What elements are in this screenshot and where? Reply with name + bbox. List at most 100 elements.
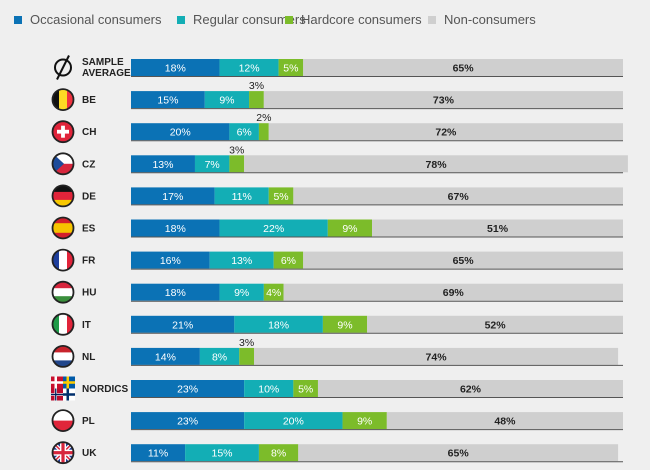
- category-label: NORDICS: [82, 384, 128, 395]
- bar-segment: [254, 347, 619, 365]
- category-label: FR: [82, 256, 96, 267]
- germany-flag-icon: [51, 184, 75, 208]
- bar-row: FR 16% 13% 6% 65%: [51, 248, 623, 272]
- category-label: IT: [82, 320, 91, 331]
- bar-segment: [185, 444, 259, 462]
- bar-segment: [244, 412, 343, 430]
- bar-segment: [263, 283, 284, 301]
- bar-segment: [303, 59, 623, 76]
- data-label: 23%: [177, 416, 198, 428]
- bar-segment: [214, 187, 269, 205]
- data-label: 9%: [357, 416, 372, 428]
- data-label: 72%: [435, 127, 457, 139]
- legend-label: Hardcore consumers: [301, 12, 422, 27]
- switzerland-flag-icon: [51, 120, 75, 144]
- bar-row: HU 18% 9% 4% 69%: [51, 280, 623, 304]
- bar-segment: [131, 219, 220, 237]
- bar-segment: [131, 251, 210, 269]
- data-label: 18%: [268, 319, 289, 331]
- bar-segment: [219, 219, 328, 237]
- data-label: 78%: [426, 159, 448, 171]
- data-label: 7%: [205, 159, 220, 171]
- data-label: 51%: [487, 223, 509, 235]
- bar-row: CZ 13% 7% 3% 78%: [51, 144, 628, 176]
- bar-segment: [258, 123, 269, 141]
- bar-segment: [239, 347, 254, 365]
- bar-segment: [298, 444, 619, 462]
- category-label: ES: [82, 224, 96, 235]
- data-label: 20%: [170, 127, 191, 139]
- bar-row: NORDICS 23% 10% 5% 62%: [51, 376, 623, 401]
- data-label: 65%: [453, 255, 475, 267]
- data-label: 23%: [177, 384, 198, 396]
- category-label: CZ: [82, 159, 95, 170]
- data-label: 3%: [229, 144, 244, 156]
- data-label: 14%: [155, 351, 176, 363]
- bar-row: SAMPLE AVERAGE 18% 12% 5% 65%: [54, 55, 623, 80]
- category-label: UK: [82, 448, 97, 459]
- data-label: 10%: [258, 384, 279, 396]
- bar-segment: [293, 380, 318, 397]
- category-label: BE: [82, 95, 96, 106]
- empty-set-icon: [54, 55, 72, 80]
- france-flag-icon: [51, 248, 75, 272]
- bar-segment: [249, 91, 264, 109]
- legend-swatch: [14, 16, 22, 24]
- legend-label: Non-consumers: [444, 12, 536, 27]
- bar-segment: [303, 251, 623, 269]
- data-label: 74%: [426, 351, 448, 363]
- data-label: 3%: [239, 337, 254, 349]
- netherlands-flag-icon: [51, 344, 75, 368]
- bar-segment: [131, 347, 200, 365]
- bar-segment: [209, 251, 274, 269]
- bar-segment: [327, 219, 373, 237]
- category-label: DE: [82, 191, 96, 202]
- data-label: 48%: [494, 416, 516, 428]
- italy-flag-icon: [51, 312, 75, 336]
- data-label: 18%: [165, 287, 186, 299]
- data-label: 2%: [256, 112, 271, 124]
- bar-row: UK 11% 15% 8% 65%: [51, 441, 623, 465]
- bar-segment: [131, 59, 220, 76]
- category-label: CH: [82, 127, 96, 138]
- data-label: 11%: [232, 191, 252, 203]
- legend-label: Regular consumers: [193, 12, 306, 27]
- data-label: 65%: [453, 63, 475, 75]
- data-label: 65%: [448, 448, 470, 460]
- data-label: 17%: [162, 191, 183, 203]
- data-label: 62%: [460, 384, 482, 396]
- data-label: 12%: [239, 63, 260, 75]
- bar-segment: [386, 412, 623, 430]
- data-label: 22%: [263, 223, 284, 235]
- data-label: 18%: [165, 63, 186, 75]
- data-label: 13%: [152, 159, 173, 171]
- data-label: 67%: [448, 191, 470, 203]
- poland-flag-icon: [51, 409, 75, 433]
- bar-segment: [219, 59, 279, 76]
- category-label: SAMPLE AVERAGE: [82, 57, 131, 79]
- bar-row: BE 15% 9% 3% 73%: [51, 80, 623, 111]
- bar-segment: [131, 91, 205, 109]
- legend: Occasional consumers Regular consumersHar…: [14, 12, 536, 27]
- bar-segment: [372, 219, 623, 237]
- bar-segment: [367, 315, 623, 333]
- data-label: 52%: [485, 319, 507, 331]
- bar-row: DE 17% 11% 5% 67%: [51, 184, 623, 208]
- bar-segment: [342, 412, 387, 430]
- bar-segment: [204, 91, 250, 109]
- legend-swatch: [177, 16, 185, 24]
- uk-flag-icon: [51, 441, 75, 465]
- bar-row: CH 20% 6% 2% 72%: [51, 112, 623, 144]
- data-label: 5%: [283, 63, 298, 75]
- bar-segment: [131, 187, 215, 205]
- data-label: 13%: [231, 255, 252, 267]
- legend-swatch: [428, 16, 436, 24]
- data-label: 6%: [281, 255, 296, 267]
- bar-segment: [131, 155, 195, 173]
- bar-segment: [293, 187, 623, 205]
- bar-row: IT 21% 18% 9% 52%: [51, 312, 623, 336]
- data-label: 15%: [157, 95, 178, 107]
- bar-segment: [317, 380, 623, 397]
